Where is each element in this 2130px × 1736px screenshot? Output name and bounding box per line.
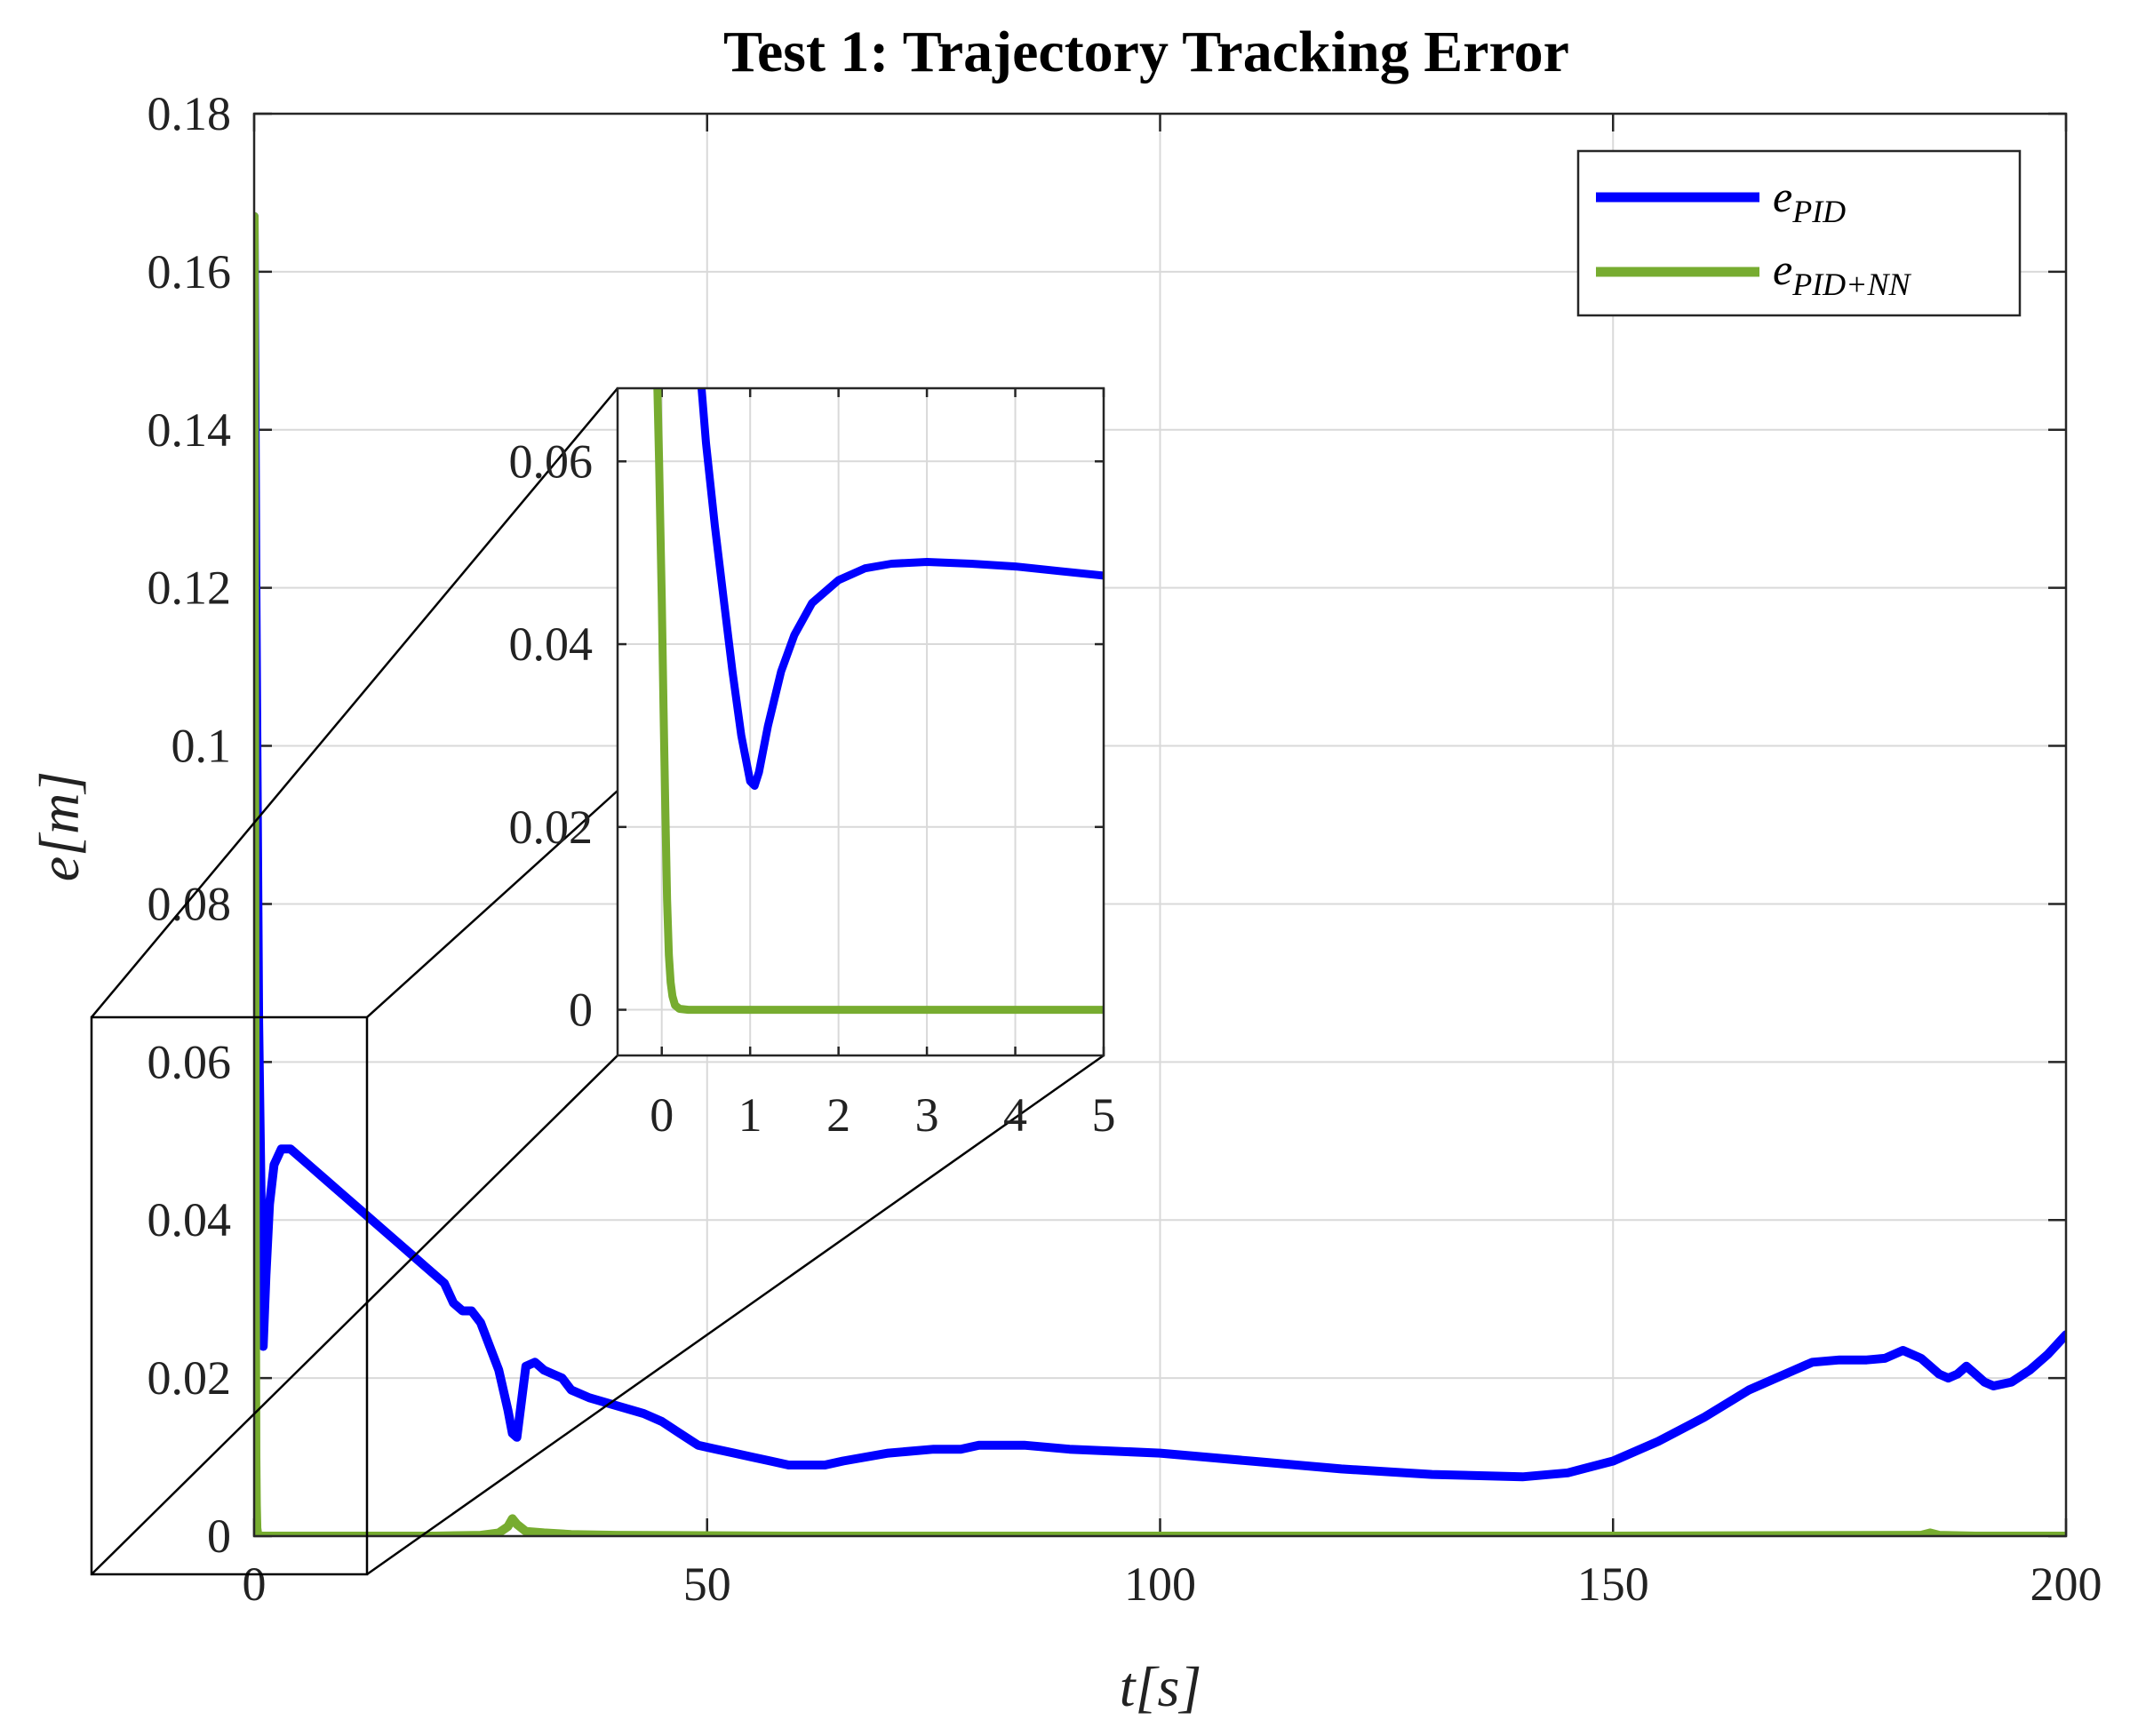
x-tick-label: 0 — [650, 1088, 674, 1142]
zoom-connector-line — [366, 1054, 1105, 1576]
inset-plot-area: 0 1 2 3 4 5 0 0.02 0.04 0.06 — [509, 386, 1116, 1142]
y-tick-label: 0.08 — [148, 877, 232, 930]
y-tick-label: 0.04 — [509, 617, 594, 671]
x-tick-label: 100 — [1124, 1557, 1196, 1611]
y-tick-label: 0.02 — [509, 800, 594, 854]
x-tick-label: 5 — [1092, 1088, 1116, 1142]
chart-title: Test 1: Trajectory Tracking Error — [723, 20, 1569, 84]
zoom-connector-line — [91, 387, 618, 1018]
legend-label-pid: ePID — [1773, 171, 1846, 229]
legend-label-pid-sub: PID — [1791, 194, 1846, 229]
y-tick-label: 0.04 — [148, 1193, 232, 1246]
main-ticks: 0 50 100 150 20000.020.040.060.080.10.120.14… — [148, 87, 2102, 1611]
y-tick-label: 0.16 — [148, 245, 232, 299]
zoom-connector-line — [366, 790, 618, 1018]
x-tick-label: 2 — [826, 1088, 850, 1142]
legend: ePID ePID+NN — [1576, 149, 2022, 317]
inset-plot-background — [618, 388, 1104, 1055]
zoom-source-box — [90, 1015, 369, 1576]
y-tick-label: 0.06 — [509, 434, 594, 488]
x-tick-label: 1 — [738, 1088, 762, 1142]
y-tick-label: 0 — [207, 1509, 231, 1563]
x-tick-label: 3 — [915, 1088, 939, 1142]
legend-box — [1576, 149, 2022, 317]
x-tick-label: 50 — [683, 1557, 731, 1611]
y-tick-label: 0.18 — [148, 87, 232, 140]
zoom-callout — [90, 387, 1105, 1576]
x-axis-label: t[s] — [1120, 1655, 1202, 1718]
x-tick-label: 150 — [1577, 1557, 1649, 1611]
main-plot-border — [252, 112, 2068, 1538]
x-tick-label: 4 — [1003, 1088, 1027, 1142]
series-line-e-pid — [698, 388, 1104, 790]
y-tick-label: 0 — [569, 983, 593, 1037]
y-tick-label: 0.14 — [148, 403, 232, 457]
legend-label-pid-nn-base: e — [1773, 244, 1792, 294]
legend-label-pid-base: e — [1773, 171, 1792, 221]
y-tick-label: 0.1 — [172, 720, 232, 773]
series-line-e-pid — [254, 211, 2066, 1482]
inset-series — [653, 388, 1104, 1015]
legend-label-pid-nn: ePID+NN — [1773, 244, 1911, 302]
inset-plot-border — [616, 386, 1105, 1057]
x-tick-label: 200 — [2030, 1557, 2102, 1611]
legend-label-pid-nn-sub: PID+NN — [1791, 267, 1911, 302]
x-tick-label: 0 — [243, 1557, 267, 1611]
y-axis-label: e[m] — [28, 771, 91, 881]
y-tick-label: 0.06 — [148, 1035, 232, 1088]
y-tick-label: 0.12 — [148, 561, 232, 615]
main-grid — [254, 114, 2066, 1536]
zoom-connector-line — [91, 1055, 618, 1575]
main-plot-area: 0 50 100 150 20000.020.040.060.080.10.120.14… — [148, 87, 2102, 1611]
series-line-e-pid-nn — [653, 388, 1104, 1015]
y-tick-label: 0.02 — [148, 1351, 232, 1405]
